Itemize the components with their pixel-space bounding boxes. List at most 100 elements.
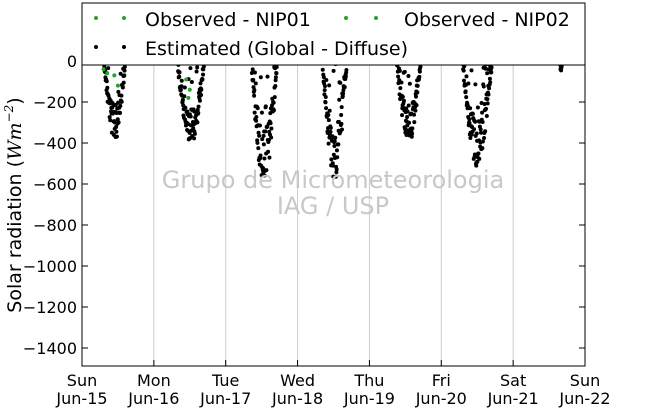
- data-point-estimated: [405, 114, 410, 119]
- data-point-estimated: [199, 92, 204, 97]
- data-point-estimated: [331, 152, 336, 157]
- data-point-estimated: [332, 144, 337, 149]
- y-tick-label: −1000: [23, 257, 77, 276]
- data-point-estimated: [406, 73, 411, 78]
- x-tick-label-day: Sun: [570, 371, 600, 390]
- data-point-estimated: [251, 77, 256, 82]
- data-point-estimated: [114, 129, 119, 134]
- legend-label-nip01: Observed - NIP01: [145, 9, 311, 31]
- data-point-estimated: [116, 100, 121, 105]
- data-point-estimated: [415, 83, 420, 88]
- data-point-estimated: [249, 70, 254, 75]
- data-point-estimated: [467, 117, 472, 122]
- data-point-estimated: [274, 71, 279, 76]
- data-point-estimated: [409, 134, 414, 139]
- data-point-estimated: [250, 67, 255, 72]
- data-point-estimated: [331, 68, 336, 73]
- data-point-estimated: [397, 68, 402, 73]
- data-point-estimated: [464, 74, 469, 79]
- data-point-estimated: [108, 118, 113, 123]
- data-point-estimated: [480, 146, 485, 151]
- data-point-estimated: [417, 69, 422, 74]
- y-tick-label: −400: [33, 134, 77, 153]
- data-point-estimated: [482, 135, 487, 140]
- data-point-estimated: [473, 119, 478, 124]
- data-point-estimated: [324, 106, 329, 111]
- data-point-estimated: [339, 127, 344, 132]
- data-point-estimated: [195, 107, 200, 112]
- data-point-estimated: [199, 87, 204, 92]
- legend-label-nip02: Observed - NIP02: [404, 9, 570, 31]
- data-point-estimated: [178, 87, 183, 92]
- data-point-estimated: [119, 93, 124, 98]
- data-point-estimated: [478, 127, 483, 132]
- legend-label-estimated: Estimated (Global - Diffuse): [145, 38, 408, 60]
- data-point-estimated: [118, 110, 123, 115]
- data-point-estimated: [104, 79, 109, 84]
- data-point-estimated: [258, 75, 263, 80]
- data-point-estimated: [468, 106, 473, 111]
- data-point-estimated: [192, 109, 197, 114]
- data-point-estimated: [192, 136, 197, 141]
- data-point-estimated: [195, 65, 200, 70]
- data-point-estimated: [413, 108, 418, 113]
- data-point-estimated: [477, 156, 482, 161]
- data-point-estimated: [258, 153, 263, 158]
- x-axis: SunJun-15MonJun-16TueJun-17WedJun-18ThuJ…: [55, 360, 611, 408]
- data-point-estimated: [198, 81, 203, 86]
- watermark-line-1: Grupo de Micrometeorologia: [162, 166, 504, 194]
- x-tick-label-day: Tue: [211, 371, 239, 390]
- x-tick-label-day: Fri: [432, 371, 451, 390]
- data-point-estimated: [115, 117, 120, 122]
- data-point-estimated: [474, 163, 479, 168]
- data-point-estimated: [273, 75, 278, 80]
- data-point-estimated: [326, 113, 331, 118]
- data-point-estimated: [478, 130, 483, 135]
- data-point-observed: [186, 95, 191, 100]
- data-point-estimated: [322, 84, 327, 89]
- legend-marker-nip01-a: [94, 16, 98, 20]
- data-point-estimated: [114, 134, 119, 139]
- data-point-estimated: [259, 173, 264, 178]
- data-point-estimated: [412, 120, 417, 125]
- data-point-estimated: [273, 78, 278, 83]
- data-point-estimated: [272, 95, 277, 100]
- x-tick-label-day: Thu: [353, 371, 384, 390]
- data-point-estimated: [328, 125, 333, 130]
- legend-marker-nip02-b: [374, 16, 378, 20]
- data-point-estimated: [183, 105, 188, 110]
- data-point-estimated: [333, 174, 338, 179]
- data-point-estimated: [336, 142, 341, 147]
- x-tick-label-date: Jun-17: [199, 389, 251, 408]
- data-point-estimated: [261, 142, 266, 147]
- data-point-estimated: [339, 112, 344, 117]
- data-point-estimated: [324, 77, 329, 82]
- data-point-estimated: [253, 81, 258, 86]
- data-point-estimated: [269, 126, 274, 131]
- data-point-estimated: [257, 123, 262, 128]
- data-point-estimated: [188, 66, 193, 71]
- data-point-estimated: [196, 110, 201, 115]
- vertical-gridlines: [153, 38, 514, 366]
- data-point-estimated: [322, 88, 327, 93]
- data-point-estimated: [182, 94, 187, 99]
- x-tick-label-date: Jun-15: [55, 389, 107, 408]
- data-point-estimated: [254, 118, 259, 123]
- data-point-estimated: [338, 80, 343, 85]
- data-point-estimated: [191, 126, 196, 131]
- data-point-observed: [112, 73, 117, 78]
- data-point-estimated: [252, 87, 257, 92]
- data-point-estimated: [192, 131, 197, 136]
- data-point-estimated: [189, 80, 194, 85]
- y-axis-label-exponent: −2: [2, 105, 16, 123]
- y-tick-label: −800: [33, 216, 77, 235]
- data-point-estimated: [195, 120, 200, 125]
- data-point-estimated: [194, 69, 199, 74]
- data-point-estimated: [343, 74, 348, 79]
- data-point-estimated: [466, 81, 471, 86]
- data-point-estimated: [264, 168, 269, 173]
- watermark: Grupo de Micrometeorologia IAG / USP: [162, 166, 504, 220]
- data-point-estimated: [265, 74, 270, 79]
- data-point-estimated: [260, 137, 265, 142]
